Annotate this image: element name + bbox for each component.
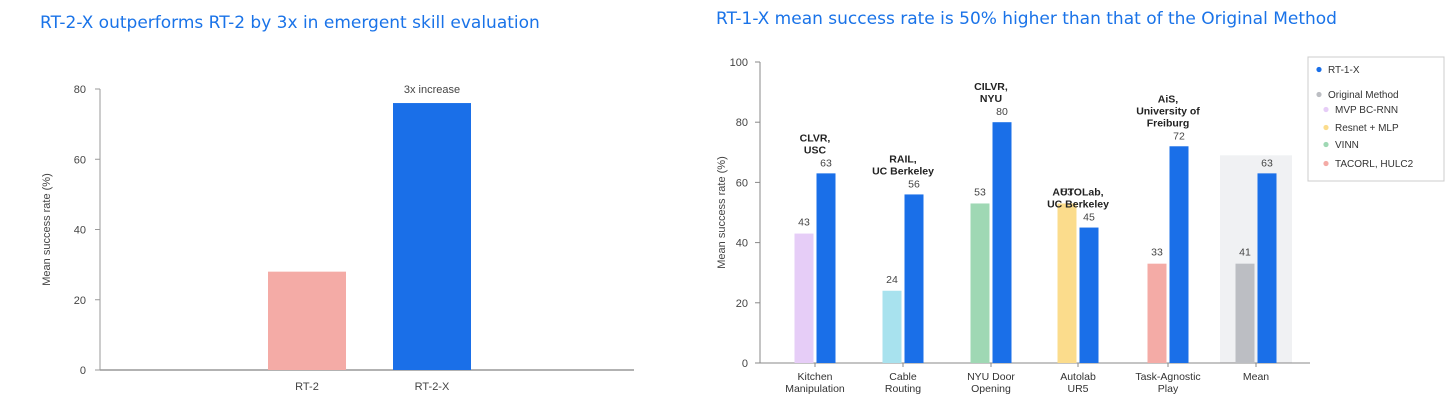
bar-rt-1-x bbox=[1079, 227, 1099, 363]
y-tick-label: 0 bbox=[80, 365, 86, 377]
legend-marker bbox=[1323, 160, 1329, 167]
legend-box bbox=[1307, 56, 1445, 182]
bar-rt-1-x bbox=[816, 173, 836, 363]
bar-annotation: 3x increase bbox=[404, 84, 460, 96]
bar-rt-1-x bbox=[1257, 173, 1277, 363]
group-annotation: USC bbox=[804, 144, 827, 156]
y-tick-label: 80 bbox=[736, 117, 748, 129]
group-annotation: CLVR, bbox=[800, 132, 831, 144]
mean-highlight-band bbox=[1220, 155, 1292, 363]
bar-rt-1-x bbox=[1169, 146, 1189, 363]
bar-value-label: 72 bbox=[1173, 130, 1185, 142]
bar-value-label: 24 bbox=[886, 274, 898, 286]
x-category-label: UR5 bbox=[1067, 383, 1088, 395]
x-category-label: Mean bbox=[1243, 371, 1269, 383]
bar-value-label: 80 bbox=[996, 106, 1008, 118]
x-category-label: Kitchen bbox=[797, 371, 832, 383]
group-annotation: CILVR, bbox=[974, 81, 1008, 93]
right-chart: 0 20 40 60 80 100 Mean success rate (%) 43 63 CLV… bbox=[716, 56, 1445, 395]
x-category-label: Autolab bbox=[1060, 371, 1096, 383]
x-category-label: Cable bbox=[889, 371, 917, 383]
bar-original-method bbox=[1235, 263, 1255, 363]
bar-value-label: 45 bbox=[1083, 212, 1095, 224]
y-axis-label: Mean success rate (%) bbox=[41, 173, 53, 285]
bar-original-method bbox=[1147, 263, 1167, 363]
y-tick-label: 100 bbox=[730, 57, 748, 69]
bar-rt-1-x bbox=[904, 194, 924, 363]
group-annotation: Freiburg bbox=[1147, 117, 1190, 129]
x-category-label: NYU Door bbox=[967, 371, 1015, 383]
left-chart: 0 20 40 60 80 Mean success rate (%) RT-2 RT-2-X… bbox=[41, 84, 634, 393]
group-annotation: AUTOLab, bbox=[1052, 187, 1103, 199]
y-tick-label: 60 bbox=[736, 177, 748, 189]
group-annotation: AiS, bbox=[1158, 93, 1179, 105]
bar-original-method bbox=[970, 203, 990, 363]
bar-value-label: 63 bbox=[1261, 157, 1273, 169]
y-tick-label: 20 bbox=[736, 298, 748, 310]
y-tick-label: 60 bbox=[74, 154, 86, 166]
x-category-label: Task-Agnostic bbox=[1135, 371, 1200, 383]
bar-value-label: 41 bbox=[1239, 247, 1251, 259]
x-tick-label: RT-2 bbox=[295, 381, 319, 393]
legend-label: Original Method bbox=[1328, 90, 1399, 101]
right-chart-title: RT-1-X mean success rate is 50% higher t… bbox=[716, 9, 1337, 29]
legend-marker bbox=[1316, 91, 1322, 98]
group-annotation: UC Berkeley bbox=[872, 165, 934, 177]
x-category-label: Manipulation bbox=[785, 383, 845, 395]
legend-label: MVP BC-RNN bbox=[1335, 105, 1398, 116]
x-tick-label: RT-2-X bbox=[415, 381, 450, 393]
bar-value-label: 63 bbox=[820, 157, 832, 169]
legend-label: Resnet + MLP bbox=[1335, 123, 1399, 134]
legend-label: RT-1-X bbox=[1328, 65, 1360, 76]
bar-original-method bbox=[882, 290, 902, 363]
bar-value-label: 53 bbox=[974, 186, 986, 198]
legend-marker bbox=[1323, 106, 1329, 113]
left-chart-title: RT-2-X outperforms RT-2 by 3x in emergen… bbox=[40, 13, 540, 33]
legend-marker bbox=[1316, 66, 1322, 73]
y-tick-label: 80 bbox=[74, 84, 86, 96]
legend-marker bbox=[1323, 124, 1329, 131]
bar-value-label: 33 bbox=[1151, 247, 1163, 259]
y-axis-label: Mean success rate (%) bbox=[716, 156, 728, 268]
x-category-label: Play bbox=[1158, 383, 1179, 395]
x-category-label: Routing bbox=[885, 383, 921, 395]
bar-rt-2 bbox=[268, 271, 346, 370]
y-tick-label: 20 bbox=[74, 295, 86, 307]
bar-rt-2-x bbox=[393, 103, 471, 371]
bar-rt-1-x bbox=[992, 122, 1012, 363]
bar-value-label: 56 bbox=[908, 178, 920, 190]
legend-label: VINN bbox=[1335, 140, 1359, 151]
y-tick-label: 40 bbox=[736, 238, 748, 250]
legend-marker bbox=[1323, 141, 1329, 148]
x-category-label: Opening bbox=[971, 383, 1011, 395]
group-annotation: UC Berkeley bbox=[1047, 199, 1109, 211]
bar-value-label: 43 bbox=[798, 217, 810, 229]
bar-value-label: 53 bbox=[1061, 186, 1073, 198]
bar-original-method bbox=[1057, 203, 1077, 363]
bar-original-method bbox=[794, 233, 814, 363]
legend-label: TACORL, HULC2 bbox=[1335, 159, 1414, 170]
group-annotation: University of bbox=[1136, 105, 1200, 117]
group-annotation: RAIL, bbox=[889, 153, 916, 165]
y-tick-label: 40 bbox=[74, 225, 86, 237]
group-annotation: NYU bbox=[980, 93, 1002, 105]
y-tick-label: 0 bbox=[742, 358, 748, 370]
